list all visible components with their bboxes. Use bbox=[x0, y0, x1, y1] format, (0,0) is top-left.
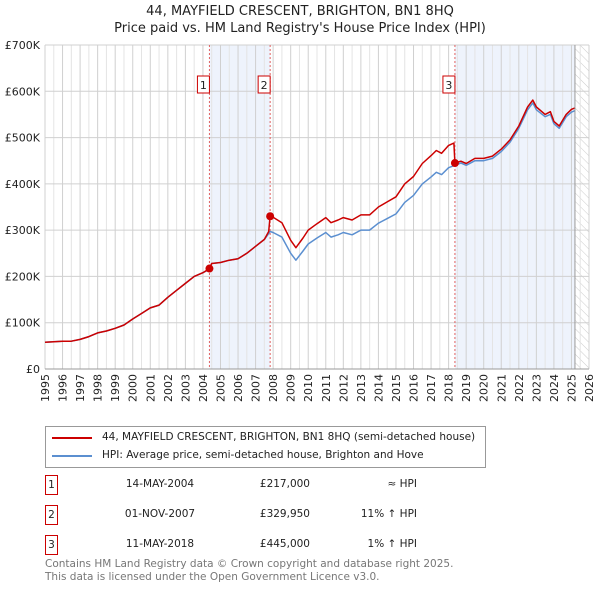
shaded-period bbox=[209, 45, 271, 369]
chart-title: 44, MAYFIELD CRESCENT, BRIGHTON, BN1 8HQ bbox=[146, 4, 454, 19]
x-tick-label: 2002 bbox=[162, 374, 175, 402]
x-tick-label: 2010 bbox=[302, 374, 315, 402]
x-tick-label: 1997 bbox=[74, 374, 87, 402]
x-tick-label: 2012 bbox=[337, 374, 350, 402]
y-tick-label: £300K bbox=[5, 224, 41, 237]
sale-label-box bbox=[442, 75, 456, 94]
x-tick-label: 2016 bbox=[408, 374, 421, 402]
sale-date: 11-MAY-2018 bbox=[125, 538, 195, 550]
x-tick-label: 2023 bbox=[530, 374, 543, 402]
y-tick-label: £100K bbox=[5, 317, 41, 330]
sale-label-box bbox=[257, 75, 271, 94]
x-tick-label: 2017 bbox=[425, 374, 438, 402]
sale-date: 14-MAY-2004 bbox=[125, 478, 195, 490]
x-tick-label: 1999 bbox=[109, 374, 122, 402]
sale-row: 2 01-NOV-2007 £329,950 11% ↑ HPI bbox=[45, 505, 425, 525]
x-tick-label: 2025 bbox=[565, 374, 578, 402]
footer-line-1: Contains HM Land Registry data © Crown c… bbox=[45, 558, 454, 570]
footer-line-2: This data is licensed under the Open Gov… bbox=[45, 571, 380, 583]
sale-price: £217,000 bbox=[259, 478, 310, 490]
sale-marker-label: 3 bbox=[45, 535, 58, 555]
sale-row: 1 14-MAY-2004 £217,000 ≈ HPI bbox=[45, 475, 425, 495]
x-tick-label: 2001 bbox=[144, 374, 157, 402]
sale-hpi-compare: 1% ↑ HPI bbox=[367, 538, 417, 550]
x-tick-label: 2005 bbox=[214, 374, 227, 402]
shaded-period bbox=[454, 45, 575, 369]
y-tick-label: £400K bbox=[5, 178, 41, 191]
x-tick-label: 1998 bbox=[92, 374, 105, 402]
x-tick-label: 2000 bbox=[127, 374, 140, 402]
footer-attribution: Contains HM Land Registry data © Crown c… bbox=[45, 558, 453, 584]
x-tick-label: 2008 bbox=[267, 374, 280, 402]
x-tick-label: 2018 bbox=[443, 374, 456, 402]
sale-hpi-compare: 11% ↑ HPI bbox=[360, 508, 417, 520]
x-tick-label: 1996 bbox=[57, 374, 70, 402]
legend-label-property: 44, MAYFIELD CRESCENT, BRIGHTON, BN1 8HQ… bbox=[102, 431, 476, 443]
legend-label-hpi: HPI: Average price, semi-detached house,… bbox=[102, 449, 424, 461]
sale-point bbox=[205, 264, 214, 273]
x-tick-label: 2020 bbox=[478, 374, 491, 402]
y-tick-label: £700K bbox=[5, 39, 41, 52]
y-tick-label: £600K bbox=[5, 85, 41, 98]
x-tick-label: 2015 bbox=[390, 374, 403, 402]
x-tick-label: 1995 bbox=[39, 374, 52, 402]
property-price-line bbox=[44, 99, 576, 343]
x-tick-label: 2006 bbox=[232, 374, 245, 402]
chart-subtitle: Price paid vs. HM Land Registry's House … bbox=[114, 21, 486, 36]
sale-point bbox=[450, 159, 459, 168]
sale-label-box bbox=[196, 75, 210, 94]
y-tick-label: £0 bbox=[26, 363, 40, 376]
sale-label: 3 bbox=[445, 79, 452, 92]
x-tick-label: 2007 bbox=[250, 374, 263, 402]
x-tick-label: 2011 bbox=[320, 374, 333, 402]
x-tick-label: 2003 bbox=[179, 374, 192, 402]
x-tick-label: 2009 bbox=[285, 374, 298, 402]
sale-date: 01-NOV-2007 bbox=[124, 508, 196, 520]
x-tick-label: 2024 bbox=[548, 374, 561, 402]
sale-point bbox=[266, 212, 275, 221]
sale-hpi-compare: ≈ HPI bbox=[387, 478, 417, 490]
sale-marker-label: 1 bbox=[45, 475, 58, 495]
sale-price: £329,950 bbox=[259, 508, 310, 520]
x-tick-label: 2014 bbox=[372, 374, 385, 402]
x-tick-label: 2021 bbox=[495, 374, 508, 402]
y-tick-label: £200K bbox=[5, 270, 41, 283]
x-tick-label: 2013 bbox=[355, 374, 368, 402]
chart-legend: 44, MAYFIELD CRESCENT, BRIGHTON, BN1 8HQ… bbox=[45, 426, 486, 468]
line-chart: 1 2 3 1995 1996 1997 1998 1999 2000 2001 2002 2003 2… bbox=[5, 39, 596, 402]
future-hatch bbox=[574, 45, 589, 369]
x-tick-label: 2022 bbox=[513, 374, 526, 402]
sale-marker-label: 2 bbox=[45, 505, 58, 525]
legend-red-line bbox=[52, 436, 92, 439]
x-tick-label: 2026 bbox=[583, 374, 596, 402]
x-tick-label: 2004 bbox=[197, 374, 210, 402]
x-tick-label: 2019 bbox=[460, 374, 473, 402]
sale-label: 2 bbox=[261, 79, 268, 92]
sale-price: £445,000 bbox=[259, 538, 310, 550]
sale-label: 1 bbox=[200, 79, 207, 92]
legend-blue-line bbox=[52, 454, 92, 457]
sale-row: 3 11-MAY-2018 £445,000 1% ↑ HPI bbox=[45, 535, 425, 555]
y-tick-label: £500K bbox=[5, 132, 41, 145]
